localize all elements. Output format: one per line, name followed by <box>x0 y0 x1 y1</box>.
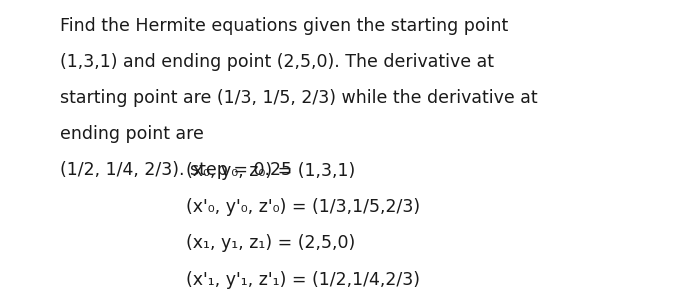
Text: Find the Hermite equations given the starting point: Find the Hermite equations given the sta… <box>60 17 508 35</box>
Text: ending point are: ending point are <box>60 125 204 143</box>
Text: (x'₀, y'₀, z'₀) = (1/3,1/5,2/3): (x'₀, y'₀, z'₀) = (1/3,1/5,2/3) <box>186 198 419 216</box>
Text: (x'₁, y'₁, z'₁) = (1/2,1/4,2/3): (x'₁, y'₁, z'₁) = (1/2,1/4,2/3) <box>186 271 419 289</box>
Text: (x₀, y₀, z₀) = (1,3,1): (x₀, y₀, z₀) = (1,3,1) <box>186 162 355 180</box>
Text: starting point are (1/3, 1/5, 2/3) while the derivative at: starting point are (1/3, 1/5, 2/3) while… <box>60 89 537 107</box>
Text: (1,3,1) and ending point (2,5,0). The derivative at: (1,3,1) and ending point (2,5,0). The de… <box>60 53 494 71</box>
Text: (x₁, y₁, z₁) = (2,5,0): (x₁, y₁, z₁) = (2,5,0) <box>186 234 355 252</box>
Text: (1/2, 1/4, 2/3). step = 0.25: (1/2, 1/4, 2/3). step = 0.25 <box>60 161 291 179</box>
